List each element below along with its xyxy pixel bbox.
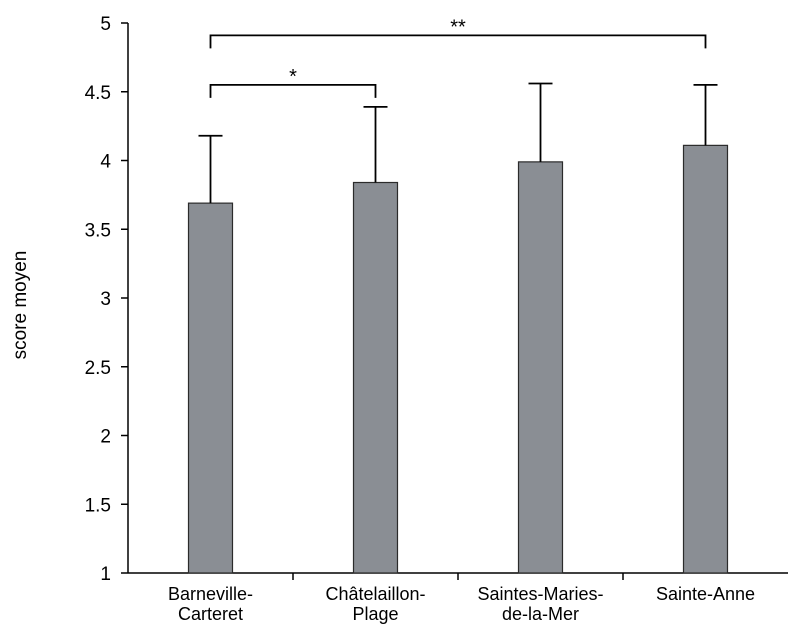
error-bars xyxy=(198,82,718,204)
y-tick-label: 1 xyxy=(100,564,111,585)
y-tick-label: 1.5 xyxy=(85,495,111,516)
x-tick-label-line: Sainte-Anne xyxy=(656,584,755,604)
bar xyxy=(187,202,234,574)
x-tick-label-line: Saintes-Maries- xyxy=(477,584,603,604)
y-tick-label: 5 xyxy=(100,14,111,35)
y-axis-label: score moyen xyxy=(10,251,31,360)
x-tick-label: Saintes-Maries-de-la-Mer xyxy=(477,584,603,624)
y-tick-label: 4 xyxy=(100,152,111,173)
y-tick-label: 3 xyxy=(100,289,111,310)
y-tick-label: 4.5 xyxy=(85,83,111,104)
bar xyxy=(682,144,729,574)
bar xyxy=(517,161,564,574)
significance-label: ** xyxy=(450,16,466,38)
x-tick-label-line: Châtelaillon- xyxy=(325,584,425,604)
significance-brackets: *** xyxy=(209,16,707,98)
x-tick-label: Sainte-Anne xyxy=(656,584,755,604)
x-tick-label-line: Carteret xyxy=(178,604,243,624)
significance-bracket xyxy=(209,34,707,49)
x-tick-label-line: Barneville- xyxy=(168,584,253,604)
x-tick-label: Châtelaillon-Plage xyxy=(325,584,425,624)
x-axis: Barneville-Carteret Châtelaillon-Plage Sai… xyxy=(128,572,788,624)
bar xyxy=(352,181,399,574)
y-axis: 1 1.5 2 2.5 3 3.5 4 4.5 5 xyxy=(85,14,129,585)
y-tick-label: 3.5 xyxy=(85,220,111,241)
significance-label: * xyxy=(289,66,297,88)
bars xyxy=(187,144,729,574)
x-tick-label-line: de-la-Mer xyxy=(502,604,579,624)
y-tick-label: 2 xyxy=(100,427,111,448)
y-tick-label: 2.5 xyxy=(85,358,111,379)
x-tick-label: Barneville-Carteret xyxy=(168,584,253,624)
x-tick-label-line: Plage xyxy=(352,604,398,624)
significance-bracket xyxy=(209,83,377,98)
